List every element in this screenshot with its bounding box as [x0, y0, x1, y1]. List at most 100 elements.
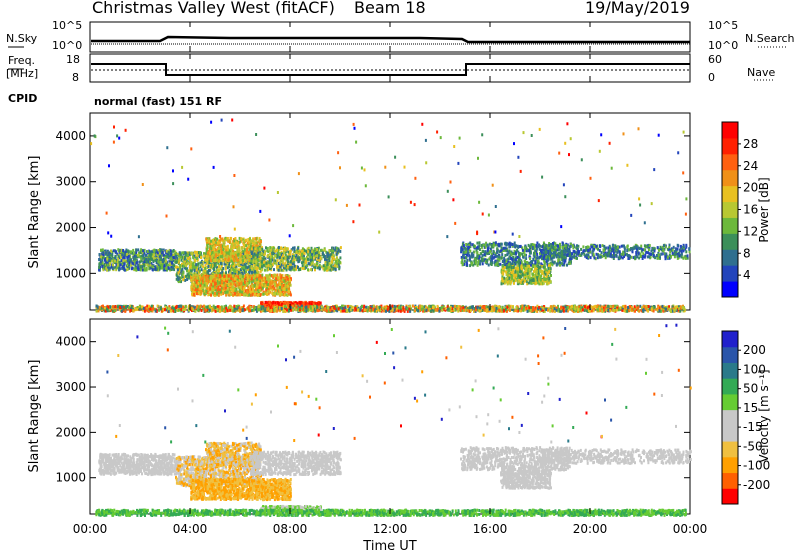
echo-point [106, 254, 109, 258]
echo-point [225, 274, 228, 278]
echo-point [197, 262, 200, 266]
echo-point [501, 253, 504, 257]
echo-point [224, 272, 227, 276]
echo-point [254, 289, 257, 292]
echo-point [197, 267, 200, 271]
echo-point [243, 277, 246, 281]
echo-point [336, 265, 339, 268]
echo-point [328, 249, 331, 253]
echo-point [259, 248, 262, 252]
echo-point [271, 281, 274, 285]
y-tick-label: 2000 [55, 425, 86, 439]
freq-tick-8: 8 [72, 71, 79, 84]
echo-point [134, 257, 137, 261]
echo-point [232, 252, 235, 256]
echo-point [168, 267, 171, 271]
echo-point [290, 266, 293, 270]
echo-point [310, 268, 313, 272]
echo-point [279, 256, 281, 260]
echo-point [102, 253, 105, 257]
echo-point [269, 286, 272, 290]
echo-point [159, 254, 162, 258]
echo-point [276, 278, 279, 282]
echo-point [283, 266, 285, 270]
echo-point [222, 284, 225, 288]
echo-point [205, 276, 208, 280]
echo-point [255, 267, 258, 271]
echo-point [119, 248, 122, 252]
echo-point [316, 266, 319, 270]
echo-point [290, 259, 293, 263]
echo-point [204, 268, 206, 272]
echo-point [101, 265, 104, 268]
echo-point [139, 268, 142, 272]
echo-point [242, 282, 245, 285]
echo-point [158, 261, 161, 265]
echo-point [225, 246, 228, 250]
echo-point [249, 242, 252, 246]
echo-point [257, 251, 260, 255]
echo-point [179, 255, 182, 259]
echo-point [129, 262, 132, 266]
echo-point [244, 249, 246, 253]
echo-point [165, 262, 168, 266]
echo-point [285, 268, 288, 272]
echo-point [180, 258, 183, 262]
echo-point [244, 253, 247, 257]
echo-point [250, 280, 253, 284]
echo-point [285, 288, 288, 292]
echo-point [227, 265, 230, 269]
echo-point [213, 293, 216, 297]
echo-point [234, 292, 236, 295]
echo-point [221, 237, 224, 241]
echo-point [324, 257, 326, 261]
echo-point [261, 283, 264, 287]
echo-point [188, 271, 191, 275]
echo-point [135, 268, 138, 272]
echo-point [156, 251, 159, 255]
echo-point [163, 266, 166, 270]
echo-point [249, 290, 252, 294]
echo-point [268, 273, 271, 277]
echo-point [207, 286, 210, 290]
echo-point [181, 267, 184, 271]
echo-point [177, 260, 180, 264]
echo-point [259, 282, 262, 286]
echo-point [207, 289, 210, 293]
echo-point [135, 248, 138, 252]
echo-point [177, 280, 180, 284]
echo-point [277, 283, 280, 287]
echo-point [325, 258, 328, 262]
echo-point [122, 266, 125, 270]
echo-point [145, 260, 148, 264]
echo-point [257, 280, 260, 284]
freq-trace [91, 63, 690, 76]
echo-point [126, 256, 129, 260]
echo-point [198, 286, 201, 290]
echo-point [120, 253, 122, 257]
echo-point [184, 266, 186, 270]
echo-point [216, 288, 219, 291]
echo-point [200, 291, 203, 295]
echo-point [196, 276, 199, 280]
echo-point [318, 263, 321, 267]
echo-point [213, 264, 216, 268]
echo-point [259, 267, 262, 270]
echo-point [160, 255, 162, 259]
echo-point [511, 243, 514, 246]
echo-point [209, 259, 212, 262]
echo-point [186, 276, 189, 280]
echo-point [151, 265, 154, 269]
echo-point [181, 273, 184, 277]
echo-point [132, 257, 135, 261]
echo-point [257, 266, 260, 270]
echo-point [212, 275, 215, 279]
echo-point [256, 293, 259, 297]
echo-point [313, 256, 316, 260]
echo-point [181, 262, 183, 266]
echo-point [210, 247, 213, 251]
echo-point [246, 282, 249, 286]
echo-point [224, 248, 227, 252]
